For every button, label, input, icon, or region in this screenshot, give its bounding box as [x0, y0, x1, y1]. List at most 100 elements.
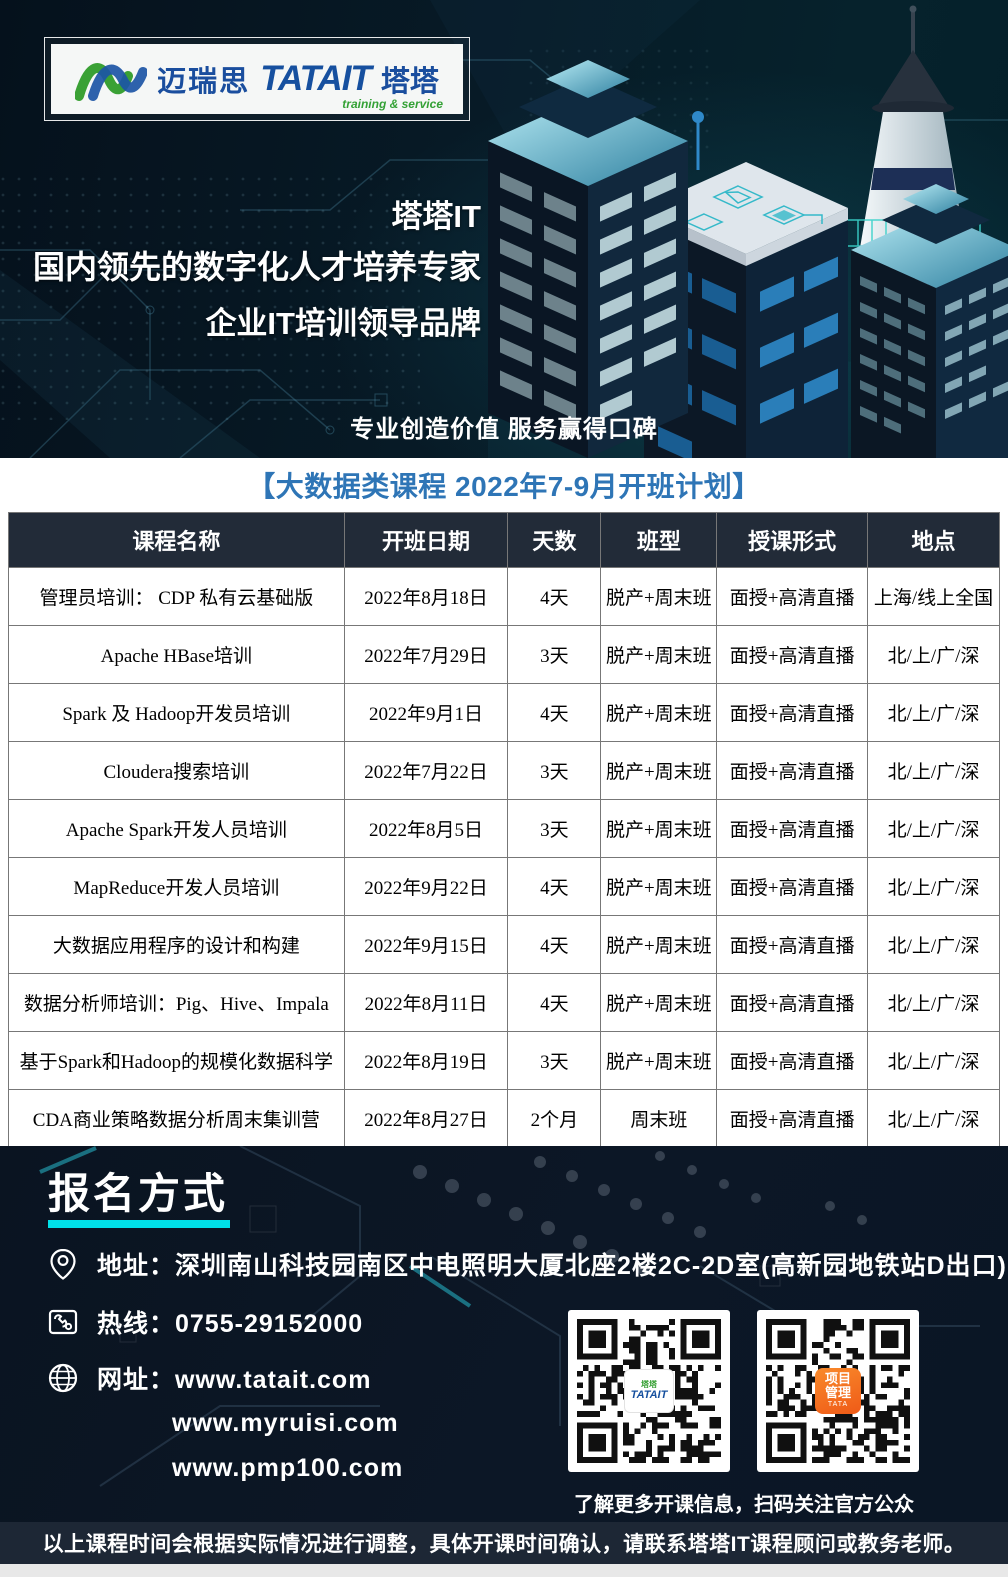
footer-strip: 以上课程时间会根据实际情况进行调整，具体开课时间确认，请联系塔塔IT课程顾问或教… — [0, 1522, 1008, 1564]
course-cell: 脱产+周末班 — [600, 973, 718, 1032]
course-row: 数据分析师培训：Pig、Hive、Impala 2022年8月11日 4天 脱产+周末… — [8, 973, 1000, 1032]
hotline-text: 热线：0755-29152000 — [97, 1310, 364, 1338]
course-cell: 2022年9月1日 — [343, 683, 509, 742]
course-table-body: 管理员培训： CDP 私有云基础版 2022年8月18日 4天 脱产+周末班 面授+高清… — [8, 567, 1000, 1148]
course-cell: 3天 — [507, 799, 602, 858]
qr-center-logo-pm: 项目管理 TATA — [815, 1368, 861, 1414]
course-cell: CDA商业策略数据分析周末集训营 — [8, 1089, 345, 1148]
qr-caption: 了解更多开课信息，扫码关注官方公众号 — [574, 1494, 914, 1516]
course-cell: 面授+高清直播 — [716, 973, 869, 1032]
logo-tagline: training & service — [342, 97, 443, 111]
course-cell: 面授+高清直播 — [716, 683, 869, 742]
course-cell: 面授+高清直播 — [716, 799, 869, 858]
course-cell: 面授+高清直播 — [716, 1089, 869, 1148]
course-cell: 北/上/广/深 — [867, 1031, 1000, 1090]
section-title: 【大数据类课程 2022年7-9月开班计划】 — [247, 471, 761, 502]
course-cell: 脱产+周末班 — [600, 625, 718, 684]
course-cell: 管理员培训： CDP 私有云基础版 — [8, 567, 345, 626]
course-cell: 2022年7月22日 — [343, 741, 509, 800]
title-band: 【大数据类课程 2022年7-9月开班计划】 — [0, 458, 1008, 512]
course-cell: 2022年7月29日 — [343, 625, 509, 684]
address-text: 地址：深圳南山科技园南区中电照明大厦北座2楼2C-2D室(高新园地铁站D出口) — [97, 1252, 1007, 1280]
qr-left-logo-text-2: TATAIT — [630, 1388, 668, 1401]
qr-center-logo-tatait: 塔塔 TATAIT — [624, 1369, 674, 1413]
course-cell: 3天 — [507, 625, 602, 684]
course-cell: 2022年9月15日 — [343, 915, 509, 974]
course-cell: 脱产+周末班 — [600, 799, 718, 858]
logo-brand-suffix: 塔塔 — [380, 66, 439, 98]
course-cell: 3天 — [507, 741, 602, 800]
course-cell: 大数据应用程序的设计和构建 — [8, 915, 345, 974]
website-row: 网址：www.tatait.com — [46, 1360, 371, 1396]
logo-brand-en: TATAIT — [260, 59, 372, 98]
course-cell: 面授+高清直播 — [716, 625, 869, 684]
col-header-date: 开班日期 — [343, 512, 509, 568]
course-cell: 北/上/广/深 — [867, 857, 1000, 916]
course-cell: 2022年9月22日 — [343, 857, 509, 916]
course-row: Apache HBase培训 2022年7月29日 3天 脱产+周末班 面授+高清直播北… — [8, 625, 1000, 684]
course-cell: 面授+高清直播 — [716, 1031, 869, 1090]
address-row: 地址：深圳南山科技园南区中电照明大厦北座2楼2C-2D室(高新园地铁站D出口) — [46, 1246, 1007, 1282]
course-cell: 北/上/广/深 — [867, 741, 1000, 800]
qr-left-logo-text-1: 塔塔 — [641, 1379, 657, 1389]
tower-left — [488, 60, 688, 458]
signup-section: 报名方式 地址：深圳南山科技园南区中电照明大厦北座2楼2C-2D室(高新园地铁站… — [0, 1146, 1008, 1522]
col-header-class-type: 班型 — [600, 512, 718, 568]
course-cell: 北/上/广/深 — [867, 1089, 1000, 1148]
qr-pattern-right — [766, 1319, 910, 1463]
banner-headline-2: 国内领先的数字化人才培养专家 — [32, 249, 481, 285]
course-cell: Spark 及 Hadoop开发员培训 — [8, 683, 345, 742]
course-cell: 3天 — [507, 1031, 602, 1090]
course-cell: 4天 — [507, 973, 602, 1032]
course-cell: 基于Spark和Hadoop的规模化数据科学 — [8, 1031, 345, 1090]
course-cell: 2022年8月18日 — [343, 567, 509, 626]
course-row: 管理员培训： CDP 私有云基础版 2022年8月18日 4天 脱产+周末班 面授+高清… — [8, 567, 1000, 626]
course-cell: 2个月 — [507, 1089, 602, 1148]
fax-phone-icon — [48, 1309, 78, 1335]
footer-note: 以上课程时间会根据实际情况进行调整，具体开课时间确认，请联系塔塔IT课程顾问或教… — [42, 1533, 966, 1556]
table-header-row: 课程名称 开班日期 天数 班型 授课形式 地点 — [8, 512, 1000, 568]
course-cell: 北/上/广/深 — [867, 915, 1000, 974]
qr-right-logo-text-1: 项目管理 — [824, 1370, 851, 1401]
logo-brand-cn: 迈瑞思 — [157, 66, 251, 98]
bottom-margin-band — [0, 1564, 1008, 1577]
signup-title: 报名方式 — [48, 1170, 229, 1217]
course-cell: 北/上/广/深 — [867, 625, 1000, 684]
course-cell: 上海/线上全国 — [867, 567, 1000, 626]
course-cell: 4天 — [507, 567, 602, 626]
course-row: 基于Spark和Hadoop的规模化数据科学 2022年8月19日 3天 脱产+周末班… — [8, 1031, 1000, 1090]
course-row: Apache Spark开发人员培训 2022年8月5日 3天 脱产+周末班 面授+高清… — [8, 799, 1000, 858]
course-cell: 脱产+周末班 — [600, 857, 718, 916]
website-text-3: www.pmp100.com — [172, 1454, 404, 1482]
signup-circuit-decoration — [39, 1146, 980, 1487]
tower-right — [851, 184, 1008, 458]
course-cell: 北/上/广/深 — [867, 973, 1000, 1032]
course-cell: 4天 — [507, 857, 602, 916]
course-schedule-table: 课程名称 开班日期 天数 班型 授课形式 地点 管理员培训： CDP 私有云基础… — [8, 512, 1000, 1148]
course-cell: 2022年8月27日 — [343, 1089, 509, 1148]
course-row: CDA商业策略数据分析周末集训营 2022年8月27日 2个月 周末班 面授+高清直播北… — [8, 1089, 1000, 1148]
logo-frame: 迈瑞思 TATAIT 塔塔 training & service — [44, 37, 470, 121]
qr-right-logo-text-2: TATA — [827, 1401, 849, 1409]
course-row: 大数据应用程序的设计和构建 2022年9月15日 4天 脱产+周末班 面授+高清直播 北/… — [8, 915, 1000, 974]
logo-wave-icon — [75, 63, 148, 101]
course-cell: 脱产+周末班 — [600, 915, 718, 974]
globe-icon — [48, 1363, 78, 1393]
col-header-format: 授课形式 — [716, 512, 869, 568]
course-cell: 2022年8月5日 — [343, 799, 509, 858]
course-cell: 数据分析师培训：Pig、Hive、Impala — [8, 973, 345, 1032]
course-cell: 北/上/广/深 — [867, 683, 1000, 742]
website-text-1: 网址：www.tatait.com — [97, 1366, 372, 1394]
qr-code-official-account: 塔塔 TATAIT — [568, 1310, 730, 1472]
course-cell: 脱产+周末班 — [600, 1031, 718, 1090]
banner-slogan: 专业创造价值 服务赢得口碑 — [350, 416, 658, 443]
course-cell: 4天 — [507, 915, 602, 974]
banner-headline-3: 企业IT培训领导品牌 — [205, 306, 481, 341]
course-cell: Cloudera搜索培训 — [8, 741, 345, 800]
course-cell: 脱产+周末班 — [600, 683, 718, 742]
course-cell: 面授+高清直播 — [716, 915, 869, 974]
hotline-row: 热线：0755-29152000 — [46, 1304, 363, 1340]
course-cell: 周末班 — [600, 1089, 718, 1148]
course-cell: 2022年8月19日 — [343, 1031, 509, 1090]
